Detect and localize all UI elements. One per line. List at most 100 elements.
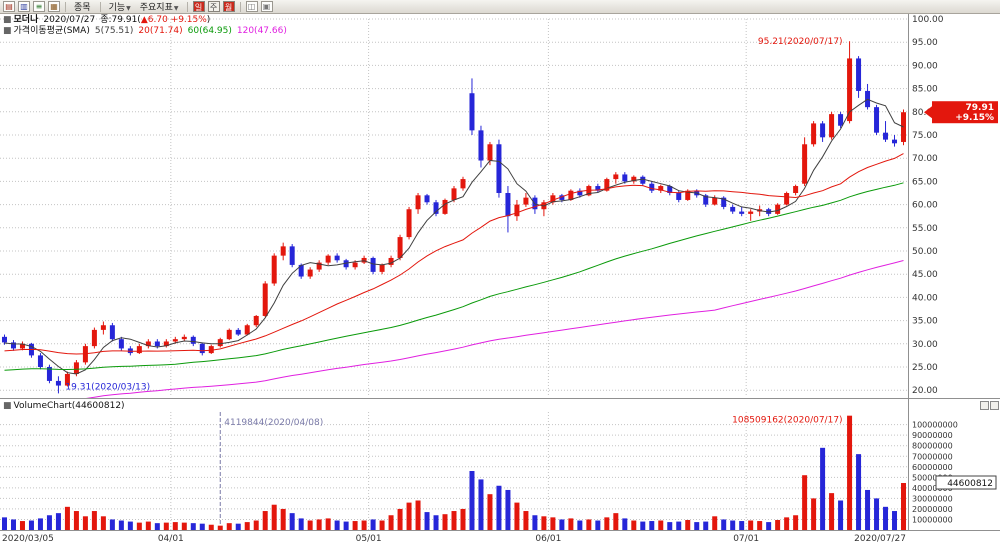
volume-bar xyxy=(784,517,790,530)
candle-body xyxy=(55,380,61,386)
grid-icon[interactable]: ▦ xyxy=(48,1,60,12)
volume-bar xyxy=(811,498,817,530)
candle-body xyxy=(442,199,448,214)
annotations-layer: 95.21(2020/07/17) 19.31(2020/03/13) 108509… xyxy=(65,37,842,428)
candle-body xyxy=(343,260,349,268)
ma60-line xyxy=(4,182,904,371)
volume-bar xyxy=(532,515,538,530)
volume-bar xyxy=(10,519,16,530)
candle-body xyxy=(478,130,484,161)
candle-body xyxy=(451,188,457,200)
candle-body xyxy=(325,255,331,263)
current-price-value: 79.91 xyxy=(966,103,994,113)
panel-close-button[interactable] xyxy=(990,401,999,410)
volume-bar xyxy=(604,517,610,530)
candle-body xyxy=(649,183,655,191)
stock-chart-svg[interactable]: 95.21(2020/07/17) 19.31(2020/03/13) 108509… xyxy=(0,14,1000,547)
candle-body xyxy=(514,204,520,217)
price-axis-label: 30.00 xyxy=(912,340,938,350)
price-axis-label: 25.00 xyxy=(912,363,938,373)
candle-body xyxy=(217,339,223,347)
settings-icon[interactable]: ▣ xyxy=(260,1,273,12)
volume-bar xyxy=(820,447,826,530)
volume-bar xyxy=(802,475,808,530)
candle-body xyxy=(667,186,673,193)
chart-icon[interactable]: ▥ xyxy=(18,1,30,12)
price-axis-label: 60.00 xyxy=(912,201,938,211)
period-button-day[interactable]: 일 xyxy=(192,1,205,12)
candle-body xyxy=(847,58,853,122)
candle-body xyxy=(370,257,376,272)
menu-icon[interactable]: ≡ xyxy=(33,1,45,12)
volume-bar xyxy=(289,513,295,530)
volume-bar xyxy=(595,520,601,530)
volume-bar xyxy=(460,508,466,530)
candle-body xyxy=(883,132,889,140)
candle-body xyxy=(730,206,736,212)
volume-bar xyxy=(514,502,520,530)
x-axis-label: 04/01 xyxy=(158,534,184,544)
period-button-month[interactable]: 월 xyxy=(222,1,235,12)
current-price-marker: 79.91+9.15% xyxy=(924,101,998,124)
volume-bar xyxy=(523,511,529,530)
candle-body xyxy=(685,190,691,200)
bullet-icon: ■ xyxy=(3,26,12,36)
volume-bar xyxy=(829,493,835,530)
menu-functions[interactable]: 기능▼ xyxy=(108,3,131,13)
toolbar: ▤ ▥ ≡ ▦ 종목 기능▼ 주요지표▼ 일 주 월 ◫ ▣ xyxy=(0,0,1000,14)
volume-bar xyxy=(298,518,304,530)
candle-body xyxy=(802,144,808,184)
zoom-icon[interactable]: ◫ xyxy=(245,1,258,12)
candle-body xyxy=(523,197,529,205)
volume-bar xyxy=(712,516,718,530)
price-axis-label: 100.00 xyxy=(912,15,944,25)
volume-bar xyxy=(586,519,592,530)
volume-bar xyxy=(325,518,331,530)
candle-body xyxy=(748,211,754,214)
volume-bar xyxy=(505,489,511,530)
volume-axis-label: 30000000 xyxy=(912,494,953,503)
volume-bar xyxy=(667,522,673,530)
candle-body xyxy=(433,202,439,214)
volume-bar xyxy=(361,520,367,530)
price-axis-label: 55.00 xyxy=(912,224,938,234)
candle-body xyxy=(190,336,196,344)
volume-bar xyxy=(892,511,898,530)
volume-bar xyxy=(901,483,907,530)
candle-body xyxy=(613,174,619,180)
x-axis-label: 05/01 xyxy=(356,534,382,544)
candle-body xyxy=(550,195,556,203)
volume-bar xyxy=(577,520,583,530)
bullet-icon: ■ xyxy=(3,401,12,411)
price-axis-label: 70.00 xyxy=(912,154,938,164)
x-axis-label: 2020/03/05 xyxy=(2,534,54,544)
candle-body xyxy=(82,346,88,363)
volume-header: ■ VolumeChart(44600812) xyxy=(3,401,125,411)
volume-bar xyxy=(217,525,223,530)
candle-body xyxy=(1,336,7,343)
volume-bar xyxy=(793,515,799,530)
volume-bar xyxy=(244,522,250,530)
menu-indicators[interactable]: 주요지표▼ xyxy=(139,3,179,13)
ma-lines-layer xyxy=(4,98,904,398)
volume-bar xyxy=(658,520,664,530)
menu-stock[interactable]: 종목 xyxy=(74,3,91,13)
candle-body xyxy=(109,325,115,340)
list-icon[interactable]: ▤ xyxy=(3,1,15,12)
price-axis-label: 35.00 xyxy=(912,317,938,327)
candle-body xyxy=(73,362,79,374)
volume-bar xyxy=(172,522,178,530)
candle-body xyxy=(901,112,907,142)
volume-bar xyxy=(478,479,484,530)
period-button-week[interactable]: 주 xyxy=(207,1,220,12)
candle-body xyxy=(739,211,745,214)
panel-maximize-button[interactable] xyxy=(980,401,989,410)
candle-body xyxy=(10,342,16,349)
toolbar-separator xyxy=(239,1,241,12)
volume-axis-label: 60000000 xyxy=(912,463,953,472)
volume-bar xyxy=(145,521,151,530)
candle-body xyxy=(271,255,277,284)
candle-body xyxy=(604,179,610,191)
chevron-down-icon: ▼ xyxy=(126,5,131,12)
volume-bar xyxy=(343,521,349,530)
